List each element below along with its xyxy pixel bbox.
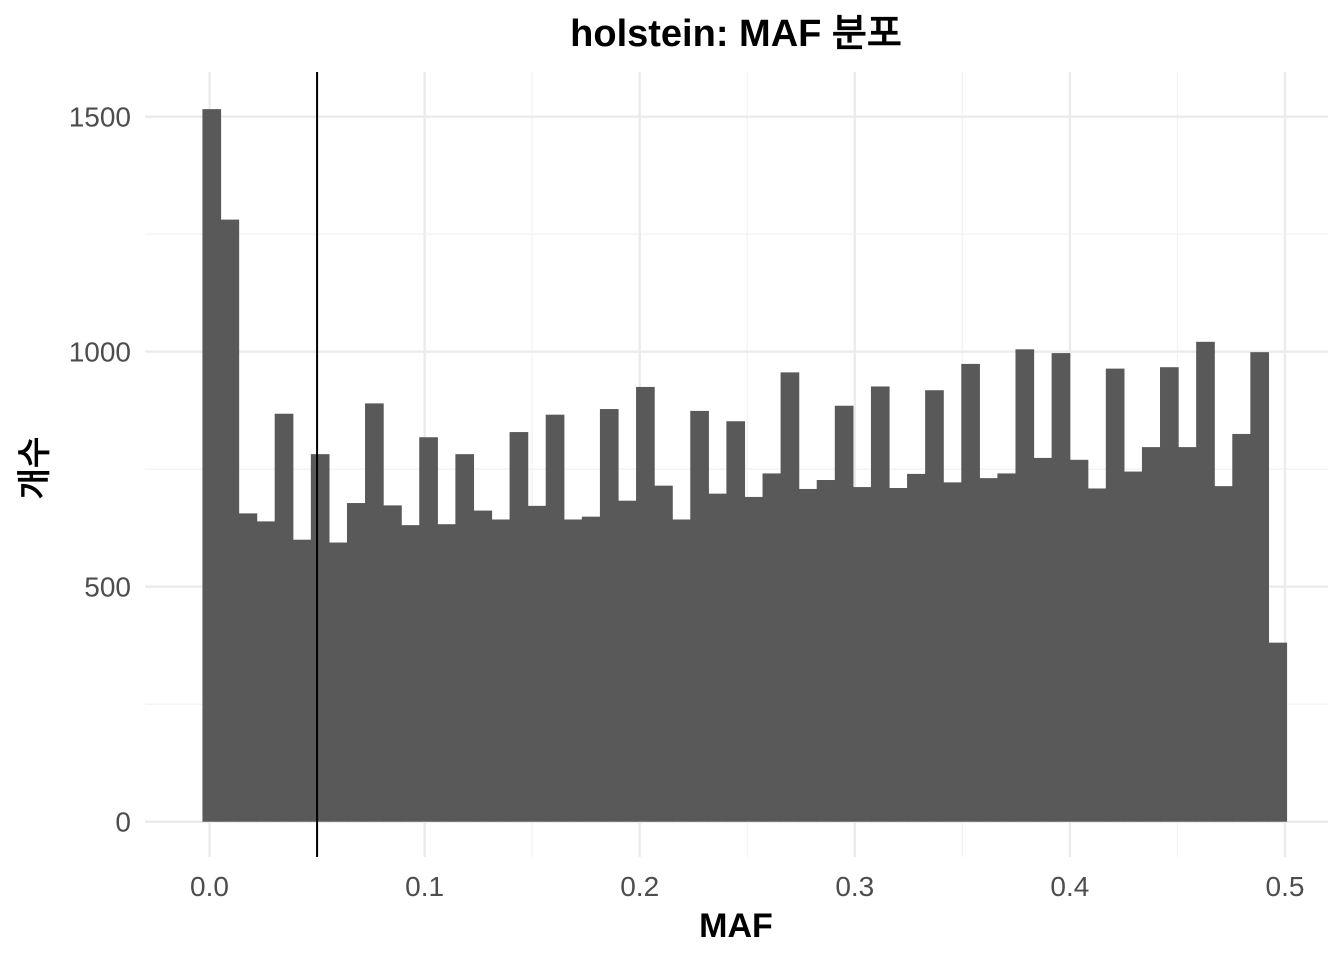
x-tick-label: 0.0 <box>190 871 229 902</box>
histogram-bar <box>383 505 402 822</box>
histogram-bar <box>545 414 565 822</box>
histogram-bar <box>527 505 547 822</box>
histogram-bar <box>1250 352 1270 822</box>
histogram-bar <box>1015 349 1035 822</box>
histogram-bar <box>617 500 637 822</box>
x-tick-label: 0.4 <box>1050 871 1089 902</box>
histogram-bar <box>708 493 727 822</box>
histogram-bar <box>1232 433 1251 822</box>
histogram-bar <box>401 525 420 822</box>
histogram-bar <box>419 437 438 822</box>
y-tick-label: 0 <box>115 807 131 838</box>
histogram-bar <box>997 473 1017 822</box>
histogram-bar <box>672 519 691 822</box>
x-tick-label: 0.1 <box>405 871 444 902</box>
histogram-bar <box>1214 486 1233 822</box>
histogram-bar <box>274 413 294 822</box>
histogram-bar <box>907 473 926 822</box>
y-axis-title: 개수 <box>16 437 54 500</box>
x-axis-title: MAF <box>699 907 773 945</box>
histogram-bar <box>292 539 312 822</box>
histogram-bar <box>925 390 944 822</box>
y-tick-label: 500 <box>84 572 131 603</box>
histogram-bar <box>202 109 222 822</box>
y-tick-labels: 0 500 1000 1500 <box>69 102 131 838</box>
histogram-bar <box>780 372 800 822</box>
histogram-bar <box>1069 459 1089 822</box>
histogram-bar <box>346 503 366 822</box>
histogram-bar <box>798 488 818 822</box>
x-tick-label: 0.5 <box>1266 871 1305 902</box>
histogram-bar <box>473 510 493 822</box>
histogram-bar <box>1178 447 1197 822</box>
histogram-bar <box>726 421 746 822</box>
x-tick-label: 0.3 <box>835 871 874 902</box>
histogram-bar <box>1051 353 1071 822</box>
histogram-bar <box>1141 447 1161 822</box>
y-tick-label: 1000 <box>69 337 131 368</box>
histogram-bar <box>744 496 764 822</box>
histogram-bar <box>238 513 258 822</box>
histogram-bar <box>1268 642 1288 822</box>
histogram-bar <box>491 519 511 822</box>
histogram-bar <box>943 482 962 822</box>
histogram-bar <box>961 363 980 822</box>
histogram-bar <box>762 473 782 822</box>
histogram-bar <box>581 516 601 822</box>
histogram-bar <box>563 519 583 822</box>
x-tick-label: 0.2 <box>620 871 659 902</box>
histogram-bar <box>636 386 655 822</box>
histogram-bar <box>816 480 836 822</box>
histogram-bar <box>1123 471 1143 822</box>
histogram-bar <box>979 478 999 822</box>
histogram-bar <box>455 454 475 822</box>
histogram-bar <box>437 524 456 822</box>
histogram-bar <box>328 542 348 822</box>
histogram-bar <box>834 405 854 822</box>
histogram-bar <box>599 409 619 822</box>
histogram-bar <box>870 386 890 822</box>
histogram-bar <box>365 403 384 822</box>
histogram-bar <box>1087 488 1107 822</box>
histogram-bar <box>1105 368 1125 822</box>
histogram-bar <box>690 410 709 822</box>
histogram-bar <box>1033 457 1053 822</box>
histogram-bar <box>220 219 240 822</box>
histogram-bar <box>852 487 872 822</box>
chart-title: holstein: MAF 분포 <box>570 13 902 55</box>
histogram-bar <box>888 488 908 822</box>
bars-layer <box>202 109 1288 822</box>
y-tick-label: 1500 <box>69 102 131 133</box>
histogram-bar <box>1196 341 1215 822</box>
x-tick-labels: 0.0 0.1 0.2 0.3 0.4 0.5 <box>190 871 1304 902</box>
histogram-bar <box>1160 367 1179 822</box>
histogram-bar <box>256 521 276 822</box>
histogram-bar <box>310 454 330 822</box>
histogram-bar <box>509 432 529 822</box>
histogram-bar <box>654 485 673 822</box>
